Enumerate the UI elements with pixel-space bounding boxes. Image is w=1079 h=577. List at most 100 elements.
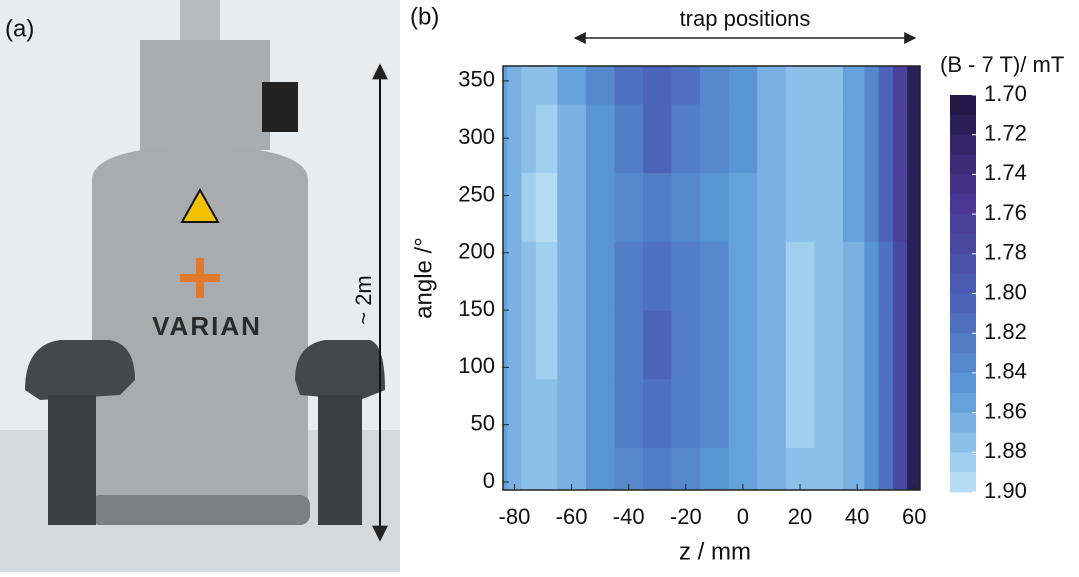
cell [614,66,644,105]
cell [842,310,865,380]
x-tick-label: -60 [556,504,588,529]
cell [642,66,673,105]
cell [728,172,758,242]
colorbar-band [950,134,976,156]
cell [503,310,508,380]
colorbar-tick-label: 1.84 [984,359,1027,384]
x-tick-label: 60 [902,504,926,529]
cell [757,66,787,105]
x-tick-label: 20 [788,504,812,529]
cell [521,172,537,242]
cell [535,66,558,105]
cell [585,172,615,242]
cell [757,241,787,311]
cell [671,378,701,449]
photo: VARIAN ~ 2m (a) [0,0,400,572]
cell [864,378,880,449]
x-tick-label: -80 [499,504,531,529]
y-tick-label: 350 [458,67,495,92]
cell [892,103,908,174]
cell [757,378,787,449]
cell [700,310,730,380]
cell [614,378,644,449]
cell [785,103,815,174]
colorbar-band [950,472,976,493]
cell [907,241,920,311]
colorbar-band [950,95,976,116]
cell [878,241,894,311]
cell [671,241,701,311]
cell [892,241,908,311]
cell [642,310,673,380]
x-tick-label: 0 [737,504,749,529]
cell [521,66,537,105]
cell [614,172,644,242]
colorbar-band [950,273,976,294]
y-axis-label: angle /° [410,237,437,319]
cell [507,103,523,174]
cell [535,447,558,490]
cell [757,447,787,490]
colorbar-tick-label: 1.78 [984,240,1027,265]
cell [557,172,587,242]
plot-frame [502,65,921,491]
cell [503,241,508,311]
colorbar-band [950,313,976,334]
cell [814,241,844,311]
cell [642,378,673,449]
cell [585,66,615,105]
panel-label: (b) [410,3,439,30]
cell [507,447,523,490]
cell [864,241,880,311]
cell [557,310,587,380]
cell [535,172,558,242]
colorbar-band [950,432,976,453]
cell [535,378,558,449]
cell [700,378,730,449]
colorbar-band [950,253,976,275]
cell [907,378,920,449]
cell [507,310,523,380]
left-leg-top [25,340,135,400]
colorbar-band [950,333,976,354]
cell [557,66,587,105]
right-leg-top [295,340,385,400]
cell [785,378,815,449]
cell [878,66,894,105]
cell [521,447,537,490]
colorbar-band [950,114,976,136]
cell [814,172,844,242]
cell [585,241,615,311]
cell [785,241,815,311]
cell [700,447,730,490]
cell [907,172,920,242]
cell [700,103,730,174]
panel-label: (a) [5,15,34,42]
cell [507,172,523,242]
cell [557,241,587,311]
colorbar-band [950,233,976,255]
colorbar-tick-label: 1.88 [984,438,1027,463]
annotation: trap positions [680,6,811,31]
cell [521,241,537,311]
colorbar-band [950,412,976,433]
cell [521,310,537,380]
cell [700,66,730,105]
cell [521,378,537,449]
cell [785,172,815,242]
colorbar-band [950,353,976,374]
cell [728,241,758,311]
cell [842,447,865,490]
colorbar-band [950,372,976,394]
cell [700,241,730,311]
cell [814,310,844,380]
cell [785,66,815,105]
cell [907,103,920,174]
cell [864,103,880,174]
cell [814,103,844,174]
x-axis-label: z / mm [679,538,751,565]
cell [907,66,920,105]
cell [785,447,815,490]
brand: VARIAN [152,311,262,341]
cell [507,241,523,311]
